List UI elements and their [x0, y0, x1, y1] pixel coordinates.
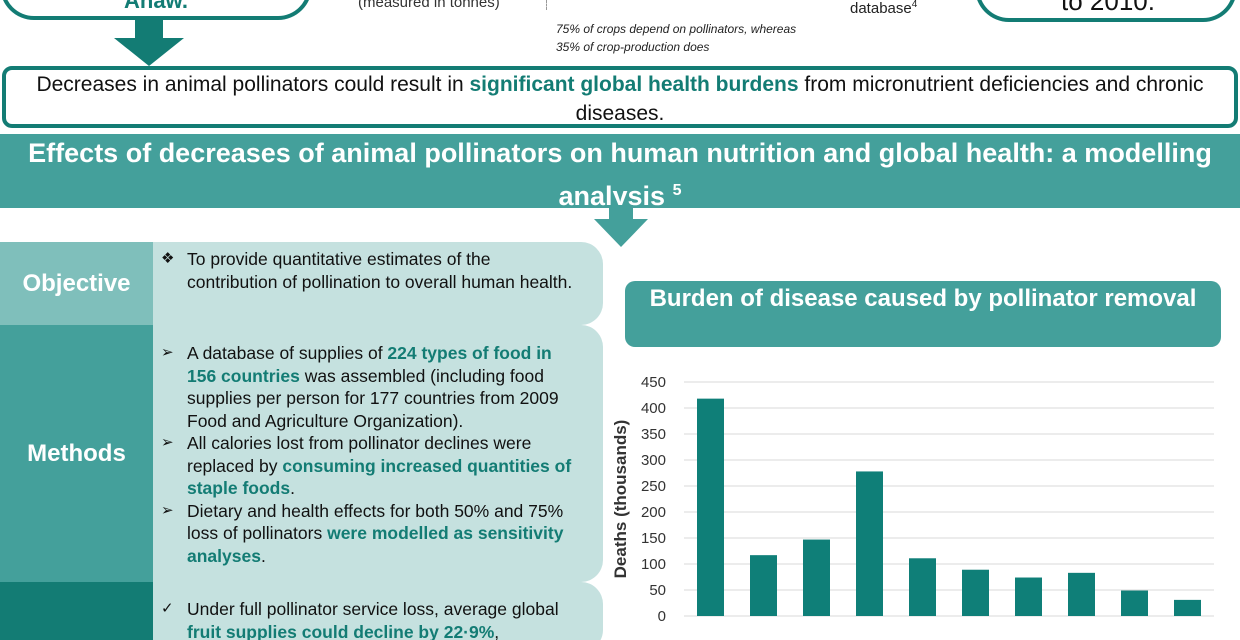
bar: [1174, 599, 1201, 616]
conclusion-text-before: Decreases in animal pollinators could re…: [36, 73, 470, 96]
arrow-bullet-icon: ➢: [161, 434, 174, 451]
banner-down-arrow-icon: [594, 205, 648, 247]
methods-b1-highlight: 224 types of food in 156 countries: [187, 343, 552, 386]
objective-content: ❖ To provide quantitative estimates of t…: [153, 242, 603, 325]
conclusion-text-after: from micronutrient deficiencies and chro…: [575, 73, 1204, 125]
y-tick-label: 450: [641, 374, 666, 391]
bar: [750, 555, 777, 616]
y-tick-label: 0: [658, 608, 666, 625]
methods-b3-after: .: [260, 545, 266, 566]
y-tick-label: 350: [641, 426, 666, 443]
methods-b1-before: A database of supplies of: [187, 343, 388, 363]
methods-b1-after: was assembled (including food supplies p…: [187, 365, 559, 431]
y-tick-label: 300: [641, 452, 666, 469]
bar: [803, 539, 830, 616]
methods-b3-before: Dietary and health effects for both 50% …: [187, 500, 564, 544]
objective-label: Objective: [22, 269, 131, 297]
database-ref: 4: [911, 0, 918, 10]
bar: [1068, 572, 1095, 616]
y-axis-label: Deaths (thousands): [611, 420, 630, 579]
y-tick-label: 100: [641, 556, 666, 573]
methods-label-cell: Methods: [0, 325, 153, 582]
arrow-bullet-icon: ➢: [161, 501, 174, 519]
bar: [1121, 590, 1148, 616]
top-left-pill: Anaw.: [0, 0, 312, 20]
methods-bullet-3: ➢ Dietary and health effects for both 50…: [161, 500, 585, 568]
methods-content: ➢ A database of supplies of 224 types of…: [153, 325, 603, 582]
methods-b2-highlight: consuming increased quantities of staple…: [187, 455, 572, 499]
measure-note: (measured in tonnes): [358, 0, 500, 11]
study-title: Effects of decreases of animal pollinato…: [28, 138, 1212, 211]
check-bullet-icon: ✓: [161, 600, 174, 617]
conclusion-highlight: significant global health burdens: [469, 73, 799, 96]
bar: [1015, 577, 1042, 616]
y-tick-label: 50: [649, 582, 666, 599]
results-label-cell: [0, 582, 153, 640]
diamond-bullet-icon: ❖: [161, 250, 175, 267]
deaths-bar-chart: 0 50 100 150 200 250 300 350 400 450 Deaths (thous…: [611, 374, 1214, 625]
results-b1-before: Under full pollinator service loss, aver…: [187, 599, 559, 619]
objective-text: To provide quantitative estimates of the…: [187, 249, 573, 292]
study-banner: Effects of decreases of animal pollinato…: [0, 134, 1240, 211]
database-note: database4: [850, 0, 917, 17]
bar: [909, 558, 936, 616]
y-tick-label: 250: [641, 478, 666, 495]
results-content: ✓ Under full pollinator service loss, av…: [153, 582, 603, 640]
methods-b2-after: .: [290, 478, 295, 498]
down-arrow-icon: [114, 18, 184, 66]
y-tick-label: 400: [641, 400, 666, 417]
objective-bullet: ❖ To provide quantitative estimates of t…: [161, 248, 585, 293]
objective-label-cell: Objective: [0, 242, 153, 325]
crop-dependency-note: 75% of crops depend on pollinators, wher…: [556, 20, 796, 56]
y-tick-label: 200: [641, 504, 666, 521]
bar: [697, 398, 724, 616]
methods-b2-before: All calories lost from pollinator declin…: [187, 433, 532, 476]
arrow-bullet-icon: ➢: [161, 344, 174, 361]
divider: [546, 0, 547, 10]
methods-label: Methods: [27, 439, 126, 467]
results-b1-after: ,: [494, 621, 500, 640]
study-ref: 5: [672, 182, 682, 199]
methods-bullet-1: ➢ A database of supplies of 224 types of…: [161, 342, 585, 432]
bar: [962, 569, 989, 616]
results-b1-highlight: fruit supplies could decline by 22·9%: [187, 621, 495, 640]
top-left-pill-text: Anaw.: [124, 0, 188, 13]
crop-note-line-2: 35% of crop-production does: [556, 40, 710, 54]
crop-note-line-1: 75% of crops depend on pollinators, wher…: [556, 22, 797, 36]
y-tick-label: 150: [641, 530, 666, 547]
chart-title: Burden of disease caused by pollinator r…: [625, 281, 1221, 347]
top-right-pill-text: to 2010.: [1061, 0, 1155, 16]
results-bullet-1: ✓ Under full pollinator service loss, av…: [161, 598, 585, 640]
methods-b3-highlight: were modelled as sensitivity analyses: [187, 523, 564, 566]
methods-bullet-2: ➢ All calories lost from pollinator decl…: [161, 432, 585, 500]
conclusion-box: Decreases in animal pollinators could re…: [2, 66, 1238, 128]
top-right-pill: to 2010.: [975, 0, 1237, 22]
database-text: database: [850, 0, 912, 17]
bar: [856, 471, 883, 616]
